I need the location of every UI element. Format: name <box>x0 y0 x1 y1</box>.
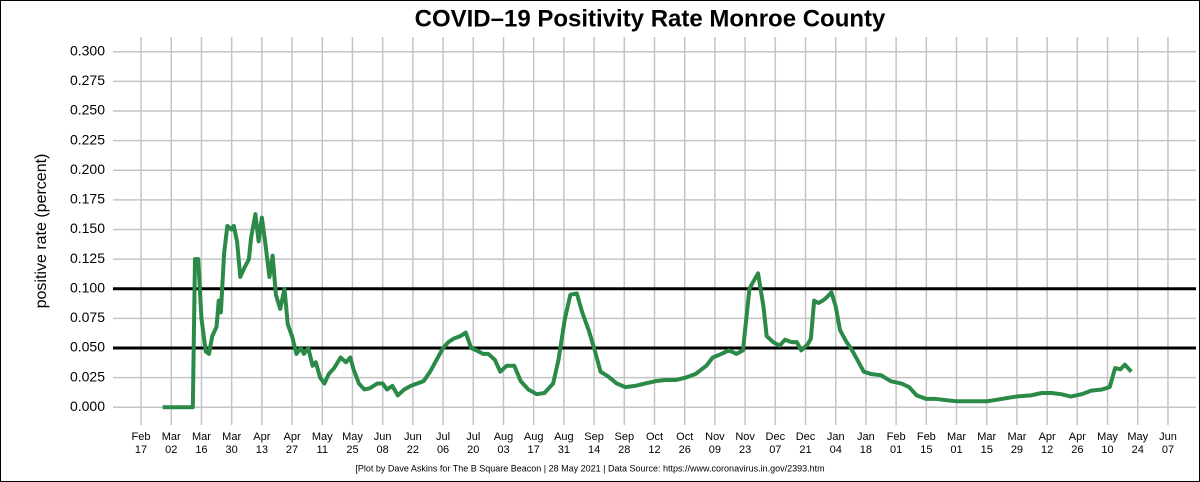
y-tick-label: 0.275 <box>70 72 105 88</box>
x-tick-label: Mar 16 <box>192 431 211 456</box>
x-tick-label: Sep 14 <box>584 431 604 456</box>
x-tick-label: Jan 18 <box>857 431 875 456</box>
x-tick-label: Apr 12 <box>1039 431 1056 456</box>
y-tick-label: 0.050 <box>70 339 105 355</box>
y-tick-label: 0.075 <box>70 309 105 325</box>
y-tick-label: 0.125 <box>70 250 105 266</box>
y-tick-label: 0.250 <box>70 102 105 118</box>
data-line <box>162 212 1133 410</box>
x-tick-label: Mar 01 <box>947 431 966 456</box>
x-tick-label: Feb 15 <box>917 431 936 456</box>
x-tick-label: May 25 <box>342 431 363 456</box>
y-tick-label: 0.225 <box>70 131 105 147</box>
x-tick-label: Feb 17 <box>132 431 151 456</box>
x-tick-label: Jun 08 <box>374 431 392 456</box>
y-tick-label: 0.175 <box>70 191 105 207</box>
x-tick-label: Aug 03 <box>494 431 514 456</box>
x-tick-label: Aug 17 <box>524 431 544 456</box>
y-tick-label: 0.200 <box>70 161 105 177</box>
x-tick-label: May 24 <box>1127 431 1148 456</box>
x-tick-label: Jun 22 <box>404 431 422 456</box>
y-axis-label: positive rate (percent) <box>33 154 50 309</box>
x-tick-label: Jun 07 <box>1159 431 1177 456</box>
y-tick-label: 0.100 <box>70 279 105 295</box>
x-tick-label: Oct 12 <box>646 431 663 456</box>
x-tick-label: Apr 13 <box>253 431 270 456</box>
x-tick-label: Jul 06 <box>436 431 450 456</box>
footnote: [Plot by Dave Askins for The B Square Be… <box>355 463 824 473</box>
x-tick-label: Nov 09 <box>705 431 725 456</box>
x-tick-label: Nov 23 <box>735 431 755 456</box>
x-tick-label: Jan 04 <box>827 431 845 456</box>
x-tick-label: Feb 01 <box>887 431 906 456</box>
x-tick-label: Oct 26 <box>676 431 693 456</box>
chart-title: COVID–19 Positivity Rate Monroe County <box>415 5 886 32</box>
x-tick-label: Mar 02 <box>162 431 181 456</box>
x-tick-label: Aug 31 <box>554 431 574 456</box>
y-tick-label: 0.300 <box>70 43 105 59</box>
x-tick-label: Jul 20 <box>466 431 480 456</box>
x-tick-label: Mar 30 <box>222 431 241 456</box>
x-tick-label: Dec 07 <box>766 431 786 456</box>
x-tick-label: Apr 27 <box>283 431 300 456</box>
x-tick-label: Apr 26 <box>1069 431 1086 456</box>
x-tick-label: Mar 29 <box>1007 431 1026 456</box>
x-tick-label: May 10 <box>1097 431 1118 456</box>
x-tick-label: Dec 21 <box>796 431 816 456</box>
y-tick-label: 0.150 <box>70 220 105 236</box>
x-tick-label: Sep 28 <box>615 431 635 456</box>
y-tick-label: 0.000 <box>70 398 105 414</box>
x-tick-label: May 11 <box>312 431 333 456</box>
x-tick-label: Mar 15 <box>977 431 996 456</box>
y-tick-label: 0.025 <box>70 368 105 384</box>
